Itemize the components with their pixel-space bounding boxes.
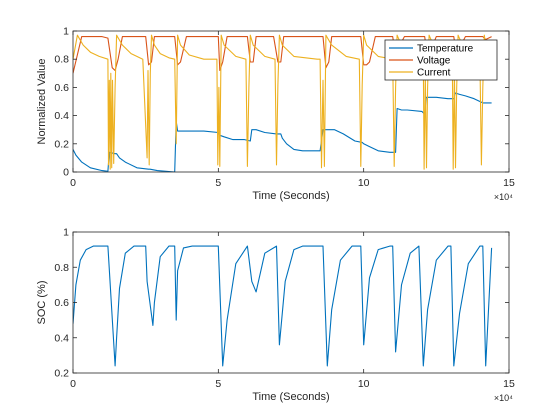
chart-1-x-tick-label: 0 [70,177,76,189]
chart-2-y-tick-label: 0.4 [54,332,69,344]
chart-1-series-temperature-line [73,92,492,172]
chart-1-y-tick-label: 1 [63,26,69,38]
chart-2-x-tick-label: 0 [70,378,76,390]
chart-1-y-axis-label: Normalized Value [36,58,48,144]
chart-1-x-tick-label: 5 [215,177,221,189]
chart-2-y-tick-label: 1 [63,227,69,239]
chart-2-x-tick-label: 15 [503,378,515,390]
chart-2-x-tick-label: 5 [215,378,221,390]
chart-1-legend-box [384,39,498,81]
chart-1-x-tick-label: 10 [358,177,370,189]
chart-2-plot-area [73,232,509,373]
chart-2-y-tick-label: 0.8 [54,262,69,274]
chart-2-x-axis-label: Time (Seconds) [252,391,329,403]
chart-1-x-axis-label: Time (Seconds) [252,190,329,202]
chart-1-y-tick-label: 0.6 [54,82,69,94]
chart-1-x-exponent-label: ×10⁴ [494,192,513,202]
chart-2-x-tick-label: 10 [358,378,370,390]
chart-1-y-tick-label: 0.8 [54,54,69,66]
chart-1-axes-box [72,30,510,173]
chart-2-y-tick-label: 0.6 [54,297,69,309]
chart-1-y-tick-label: 0 [63,167,69,179]
chart-1-x-tick-label: 15 [503,177,515,189]
chart-2-series-soc-line [73,245,493,367]
chart-1-legend-entry-voltage: Voltage [417,56,451,67]
chart-1-y-tick-label: 0.2 [54,138,69,150]
chart-1-y-tick-label: 0.4 [54,110,69,122]
chart-2-y-axis-label: SOC (%) [36,281,48,325]
chart-1-legend-entry-current: Current [417,68,451,79]
chart-2-y-tick-label: 0.2 [54,368,69,380]
chart-2-x-exponent-label: ×10⁴ [494,393,513,403]
chart-1-legend-entry-temperature: Temperature [417,44,474,55]
